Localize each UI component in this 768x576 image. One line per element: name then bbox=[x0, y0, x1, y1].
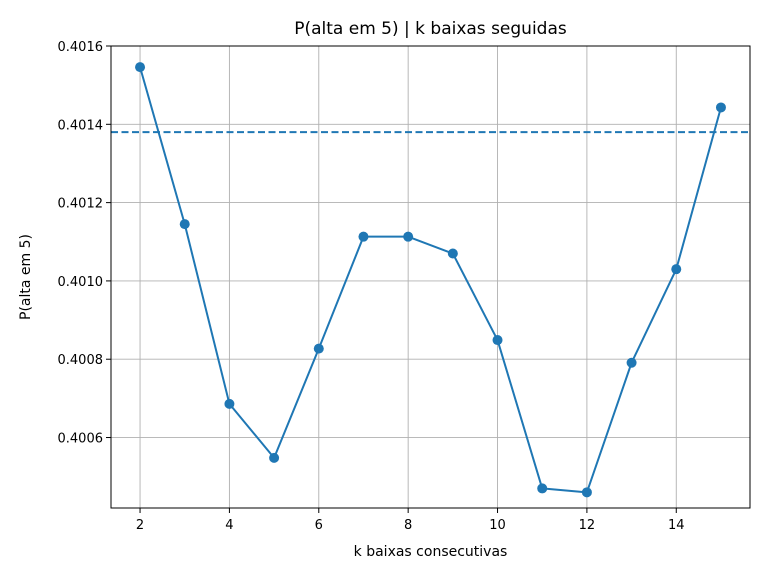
x-tick-label: 4 bbox=[225, 518, 233, 533]
data-point bbox=[537, 483, 548, 494]
data-point bbox=[224, 398, 235, 409]
y-tick-label: 0.4014 bbox=[58, 118, 104, 133]
x-axis-label: k baixas consecutivas bbox=[354, 544, 508, 560]
chart-title: P(alta em 5) | k baixas seguidas bbox=[294, 19, 567, 39]
x-tick-label: 6 bbox=[315, 518, 323, 533]
y-tick-label: 0.4012 bbox=[58, 197, 104, 212]
data-point bbox=[447, 248, 458, 259]
series-line bbox=[139, 66, 722, 494]
data-point bbox=[179, 219, 190, 230]
x-tick-label: 2 bbox=[136, 518, 144, 533]
x-tick-label: 14 bbox=[668, 518, 685, 533]
y-axis-label: P(alta em 5) bbox=[18, 234, 34, 320]
x-axis: 2 4 6 8 10 12 14 bbox=[136, 508, 685, 533]
data-point bbox=[313, 343, 324, 354]
series-group bbox=[135, 62, 726, 498]
data-point bbox=[135, 62, 146, 73]
data-point bbox=[581, 487, 592, 498]
y-tick-label: 0.4008 bbox=[58, 353, 104, 368]
data-point bbox=[269, 452, 280, 463]
y-axis: 0.4006 0.4008 0.4010 0.4012 0.4014 0.4016 bbox=[58, 40, 111, 447]
data-point bbox=[671, 264, 682, 275]
data-point bbox=[492, 335, 503, 346]
y-tick-label: 0.4010 bbox=[58, 275, 104, 290]
plot-frame bbox=[110, 45, 751, 509]
y-tick-label: 0.4016 bbox=[58, 40, 104, 55]
data-point bbox=[358, 231, 369, 242]
data-point bbox=[626, 357, 637, 368]
x-tick-label: 8 bbox=[404, 518, 412, 533]
y-tick-label: 0.4006 bbox=[58, 432, 104, 447]
x-tick-label: 10 bbox=[489, 518, 506, 533]
data-point bbox=[715, 102, 726, 113]
data-point bbox=[403, 231, 414, 242]
x-tick-label: 12 bbox=[579, 518, 596, 533]
